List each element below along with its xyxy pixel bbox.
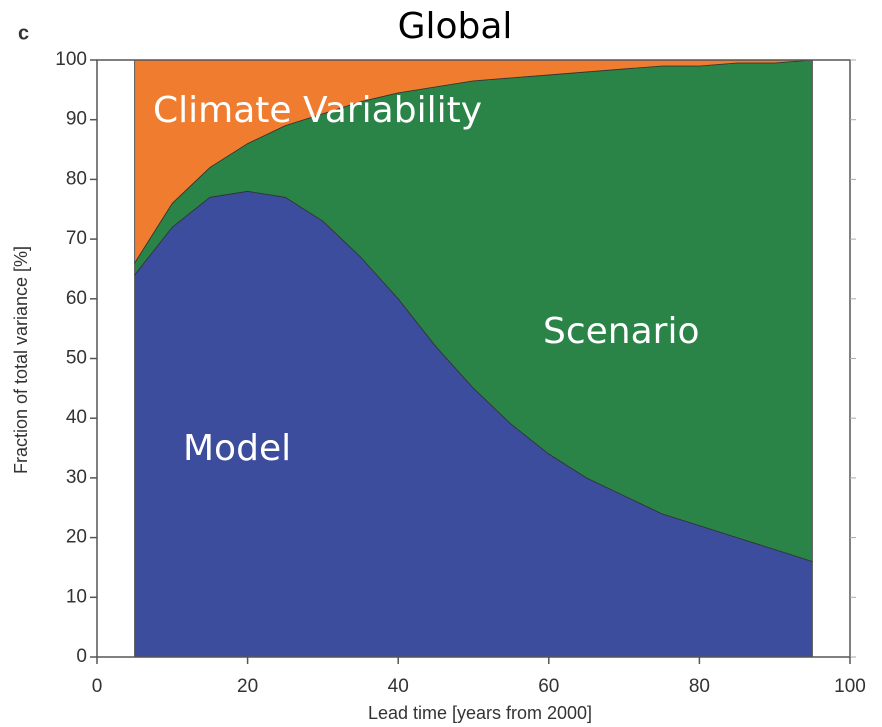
y-tick-label: 10 xyxy=(66,586,87,607)
panel-label: c xyxy=(18,22,29,44)
y-tick-label: 60 xyxy=(66,288,87,309)
x-tick-label: 60 xyxy=(538,676,559,697)
x-tick-label: 100 xyxy=(834,676,866,697)
series-label: Climate Variability xyxy=(153,90,482,131)
y-tick-label: 80 xyxy=(66,168,87,189)
y-tick-label: 100 xyxy=(55,49,87,70)
y-tick-label: 20 xyxy=(66,527,87,548)
chart-title: Global xyxy=(398,6,513,47)
x-tick-label: 80 xyxy=(689,676,710,697)
y-tick-label: 50 xyxy=(66,348,87,369)
x-tick-label: 40 xyxy=(388,676,409,697)
x-tick-label: 0 xyxy=(92,676,103,697)
x-axis-label: Lead time [years from 2000] xyxy=(368,703,592,723)
y-tick-label: 90 xyxy=(66,109,87,130)
series-label: Model xyxy=(183,428,291,469)
y-tick-label: 0 xyxy=(76,646,87,667)
x-tick-label: 20 xyxy=(237,676,258,697)
y-tick-label: 70 xyxy=(66,228,87,249)
y-axis-label: Fraction of total variance [%] xyxy=(11,246,31,474)
y-tick-label: 30 xyxy=(66,467,87,488)
y-tick-label: 40 xyxy=(66,407,87,428)
series-label: Scenario xyxy=(543,311,700,352)
